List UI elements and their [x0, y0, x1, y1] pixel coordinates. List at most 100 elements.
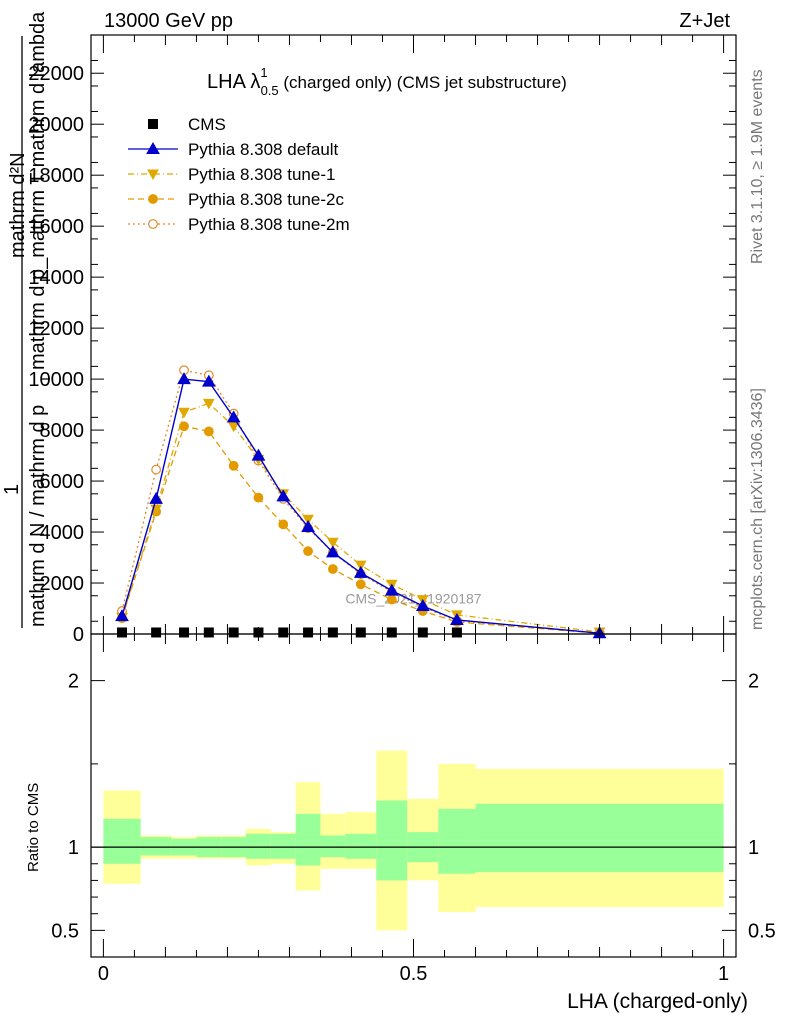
y-tick-label: 16000 — [28, 216, 84, 238]
cms-data-point — [355, 627, 366, 638]
cms-data-point — [179, 627, 190, 638]
cms-data-point — [228, 627, 239, 638]
ratio-y-axis-label: Ratio to CMS — [25, 783, 42, 872]
series-point-default — [115, 609, 129, 622]
series-point-default — [384, 583, 399, 596]
ylabel-frac: 1 — [1, 484, 23, 495]
series-point-tune1 — [178, 407, 190, 419]
plot-title-rest: (charged only) (CMS jet substructure) — [279, 73, 567, 92]
series-point-tune2c — [278, 519, 289, 530]
plot-title-main: LHA λ — [207, 71, 260, 93]
y-tick-label: 4000 — [40, 522, 85, 544]
plot-title: LHA λ1 0.5 (charged only) (CMS jet substr… — [207, 65, 567, 98]
ylabel-sub: T — [38, 375, 53, 383]
y-tick-label: 14000 — [28, 267, 84, 289]
cms-data-point — [278, 627, 289, 638]
series-point-default — [276, 489, 291, 502]
y-tick-label: 22000 — [28, 63, 84, 85]
series-point-tune1 — [302, 514, 314, 526]
ratio-band-inner — [270, 833, 296, 859]
ylabel-mid: mathrm d p_mathrm T mathrm d lambda — [27, 11, 49, 370]
ratio-y-tick-label: 0.5 — [51, 920, 79, 942]
ratio-y-tick-label: 2 — [68, 671, 79, 693]
ratio-band-inner — [475, 803, 724, 873]
series-point-tune2c — [253, 492, 264, 503]
y-tick-label: 2000 — [40, 573, 85, 595]
series-point-default — [201, 374, 216, 387]
main-plot-panel: CMS_2021_I1920187 0 2000 4000 6000 8000 10000… — [1, 11, 737, 646]
legend-label-tune1: Pythia 8.308 tune-1 — [188, 165, 335, 184]
series-point-default — [226, 410, 241, 423]
y-tick-label: 12000 — [28, 318, 84, 340]
ylabel-bottom: mathrm d N / mathrm d p — [27, 405, 49, 627]
series-point-tune2c — [203, 426, 214, 437]
series-point-default — [149, 491, 163, 504]
y-tick-label: 18000 — [28, 165, 84, 187]
legend: CMS Pythia 8.308 default Pythia 8.308 tune… — [128, 115, 350, 234]
cms-data-point — [417, 627, 428, 638]
x-tick-label: 1 — [718, 963, 729, 985]
ratio-y-tick-label-right: 0.5 — [748, 920, 776, 942]
series-point-tune2c — [386, 594, 397, 605]
plot-title-sup: 1 — [260, 65, 267, 80]
legend-marker-tune1 — [147, 169, 159, 181]
legend-marker-default — [146, 141, 160, 154]
series-point-default — [251, 448, 266, 461]
x-axis-label: LHA (charged-only) — [567, 990, 748, 1013]
header-left: 13000 GeV pp — [104, 10, 233, 32]
y-tick-label: 0 — [73, 624, 84, 646]
cms-data-point — [117, 627, 128, 638]
ratio-band-inner — [320, 835, 346, 858]
series-line-tune2m — [121, 369, 600, 634]
main-y-axis-label: mathrm d²N mathrm d p_mathrm T mathrm d … — [1, 11, 53, 628]
cms-data-point — [327, 627, 338, 638]
legend-label-cms: CMS — [188, 115, 226, 134]
legend-label-tune2c: Pythia 8.308 tune-2c — [188, 190, 344, 209]
ratio-y-tick-label: 1 — [68, 837, 79, 859]
cms-data-point — [151, 627, 162, 638]
ratio-y-tick-label-right: 1 — [748, 837, 759, 859]
series-point-tune2c — [355, 579, 366, 590]
ratio-band-inner — [295, 813, 321, 866]
x-tick-label: 0 — [98, 963, 109, 985]
ratio-band-inner — [345, 833, 377, 859]
series-point-default — [326, 545, 340, 558]
series-line-tune1 — [121, 402, 600, 633]
series-point-tune1 — [354, 560, 367, 572]
y-tick-label: 10000 — [28, 369, 84, 391]
legend-marker-cms — [148, 119, 158, 129]
ratio-y-tick-label-right: 2 — [748, 671, 759, 693]
cms-data-point — [386, 627, 397, 638]
series-point-tune2c — [303, 546, 313, 557]
ratio-band-inner — [246, 833, 271, 859]
ratio-band-inner — [103, 818, 141, 864]
plot-title-sub: 0.5 — [261, 83, 279, 98]
y-tick-label: 20000 — [28, 114, 84, 136]
series-point-tune2c — [179, 421, 189, 432]
y-tick-label: 8000 — [40, 420, 85, 442]
mcplots-note: mcplots.cern.ch [arXiv:1306.3436] — [749, 388, 766, 630]
legend-label-default: Pythia 8.308 default — [188, 140, 339, 159]
cms-data-point — [303, 627, 314, 638]
series-point-tune1 — [327, 537, 339, 549]
series-point-tune2m — [151, 464, 162, 475]
y-tick-label: 6000 — [40, 471, 85, 493]
ratio-band-inner — [376, 800, 408, 881]
legend-marker-tune2c — [148, 194, 158, 204]
ratio-band-inner — [140, 837, 172, 856]
ratio-plot-panel: 0.5 0.5 1 1 2 2 0 0.5 1 Ratio to CMS LHA (charge… — [25, 633, 776, 1013]
cms-data-point — [451, 627, 462, 638]
series-point-default — [301, 519, 315, 532]
series-point-default — [177, 372, 191, 385]
legend-label-tune2m: Pythia 8.308 tune-2m — [188, 215, 350, 234]
ratio-band-inner — [438, 808, 476, 874]
series-point-default — [353, 565, 368, 578]
series-point-tune2c — [228, 460, 239, 471]
x-tick-label: 0.5 — [400, 963, 428, 985]
rivet-note: Rivet 3.1.10, ≥ 1.9M events — [749, 69, 766, 264]
watermark-label: CMS_2021_I1920187 — [345, 590, 481, 606]
legend-marker-tune2m — [148, 219, 158, 229]
header-right: Z+Jet — [679, 10, 730, 32]
ylabel-top: mathrm d²N — [7, 152, 29, 258]
